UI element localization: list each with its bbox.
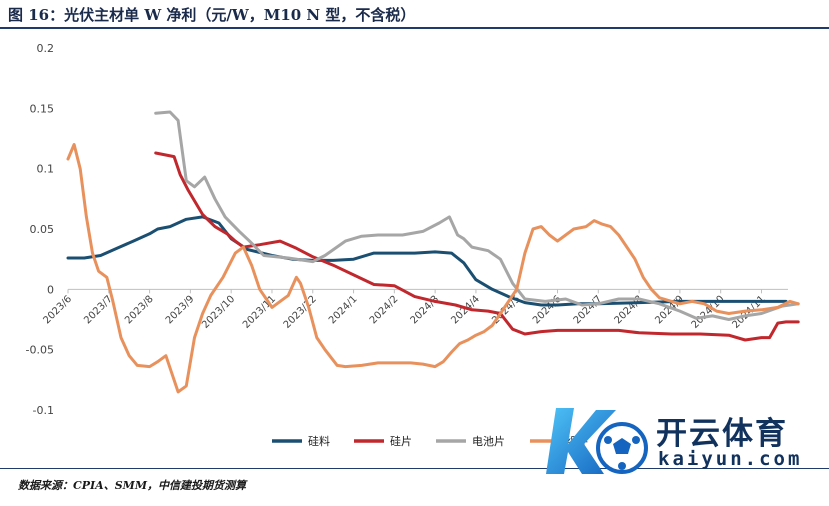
kaiyun-logo-icon	[546, 408, 648, 474]
source-note: 数据来源：CPIA、SMM，中信建投期货测算	[18, 479, 247, 492]
x-tick-label: 2024/2	[368, 294, 401, 327]
watermark-en: kaiyun.com	[658, 448, 803, 470]
title-divider	[0, 27, 829, 29]
y-tick-label: 0.05	[30, 223, 55, 236]
x-tick-label: 2023/9	[164, 294, 197, 327]
series-line-3	[154, 110, 800, 321]
x-tick-label: 2024/7	[572, 294, 605, 327]
y-tick-label: 0.1	[37, 163, 55, 176]
series-line-2	[154, 151, 800, 342]
legend-label-1: 硅料	[308, 434, 330, 448]
series-line-4	[66, 143, 800, 394]
legend-label-3: 电池片	[472, 435, 505, 448]
x-tick-label: 2024/1	[327, 294, 360, 327]
y-tick-label: -0.1	[33, 404, 54, 417]
y-tick-label: 0.2	[37, 42, 55, 55]
watermark-logo: 开云体育 kaiyun.com	[538, 400, 808, 480]
x-tick-label: 2023/11	[241, 294, 278, 331]
x-tick-label: 2023/10	[200, 294, 237, 331]
x-tick-label: 2023/7	[82, 294, 115, 327]
y-tick-label: 0	[47, 283, 54, 296]
page-title: 图 16：光伏主材单 W 净利（元/W，M10 N 型，不含税）	[8, 6, 416, 24]
footer-divider	[0, 468, 829, 469]
y-tick-label: 0.15	[30, 102, 55, 115]
x-tick-label: 2023/6	[41, 294, 74, 327]
legend-label-2: 硅片	[390, 435, 412, 448]
x-tick-label: 2023/8	[123, 294, 156, 327]
watermark-cn: 开云体育	[656, 416, 788, 452]
y-tick-label: -0.05	[26, 344, 54, 357]
series-layer	[66, 110, 800, 394]
